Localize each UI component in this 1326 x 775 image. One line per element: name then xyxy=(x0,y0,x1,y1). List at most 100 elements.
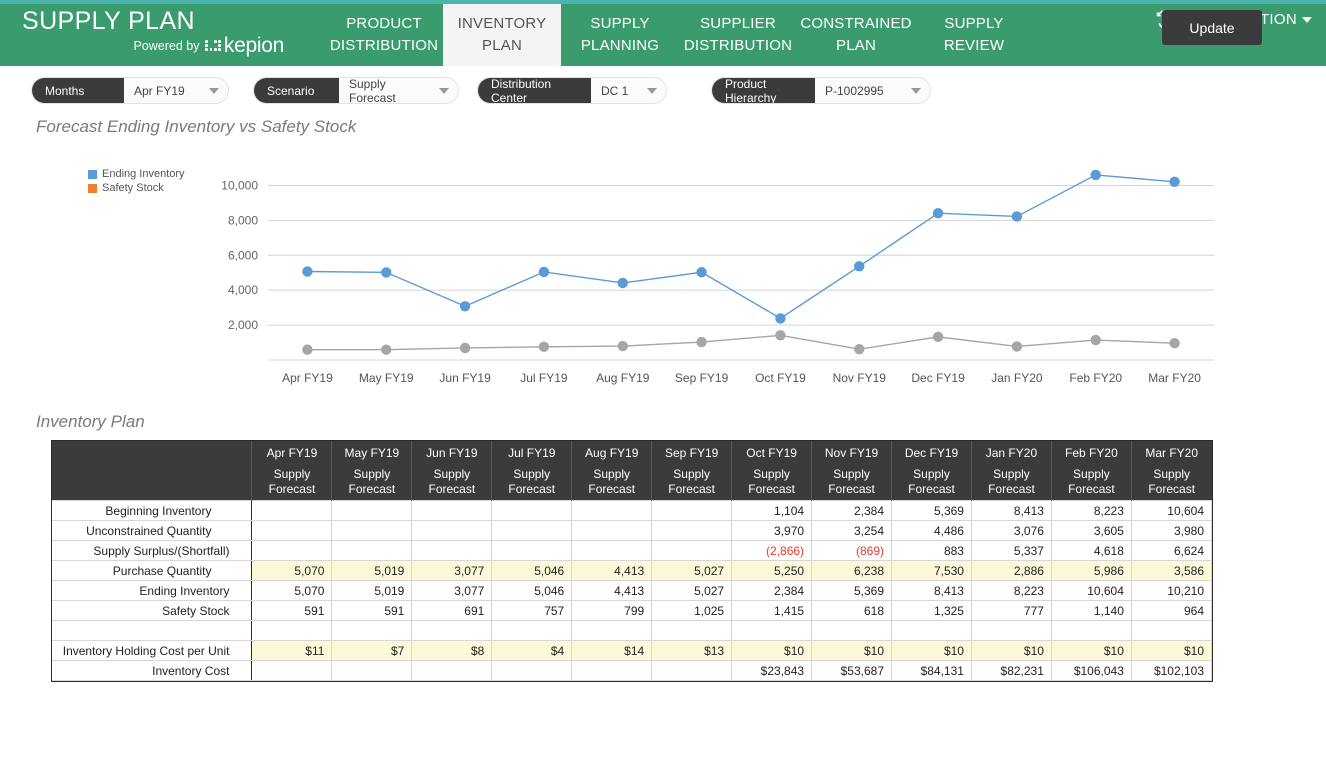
column-header-month: Jan FY20 xyxy=(970,441,1052,464)
filter-value-dropdown[interactable]: Supply Forecast xyxy=(339,78,458,103)
data-cell: 591 xyxy=(251,600,333,621)
data-cell xyxy=(731,620,813,641)
editable-cell[interactable]: 3,586 xyxy=(1130,560,1213,581)
data-cell: 5,369 xyxy=(891,500,972,521)
editable-cell[interactable]: 5,070 xyxy=(251,560,333,581)
data-cell: 3,605 xyxy=(1050,520,1132,541)
legend-item[interactable]: Safety Stock xyxy=(88,182,185,194)
column-header-scenario: Supply Forecast xyxy=(251,464,332,501)
filter-dc[interactable]: Distribution Center DC 1 xyxy=(478,78,666,103)
editable-cell[interactable]: 7,530 xyxy=(891,560,972,581)
chart-point[interactable] xyxy=(854,261,865,272)
editable-cell[interactable]: $8 xyxy=(411,640,493,661)
filter-ph[interactable]: Product Hierarchy P-1002995 xyxy=(712,78,930,103)
filter-months[interactable]: Months Apr FY19 xyxy=(32,78,228,103)
editable-cell[interactable]: $14 xyxy=(571,640,653,661)
chart-point[interactable] xyxy=(302,266,313,277)
editable-cell[interactable]: 3,077 xyxy=(411,560,493,581)
chevron-down-icon xyxy=(1302,16,1312,23)
app-title: SUPPLY PLAN xyxy=(22,7,196,35)
tab-supplier-distribution[interactable]: SUPPLIER DISTRIBUTION xyxy=(679,4,797,66)
chart-point[interactable] xyxy=(932,331,944,343)
update-button[interactable]: Update xyxy=(1162,10,1262,45)
chart-point[interactable] xyxy=(538,266,550,278)
editable-cell[interactable]: $10 xyxy=(1050,640,1132,661)
data-cell: 3,970 xyxy=(731,520,813,541)
data-cell: 3,254 xyxy=(811,520,893,541)
chart-point[interactable] xyxy=(538,341,550,352)
filter-scenario[interactable]: Scenario Supply Forecast xyxy=(254,78,458,103)
chart-point[interactable] xyxy=(696,267,707,278)
tab-inventory-plan[interactable]: INVENTORY PLAN xyxy=(443,4,561,66)
editable-cell[interactable]: 5,250 xyxy=(731,560,813,581)
row-label xyxy=(52,620,253,641)
editable-cell[interactable]: $10 xyxy=(731,640,813,661)
data-cell: $102,103 xyxy=(1130,660,1213,681)
chart-point[interactable] xyxy=(1090,334,1101,346)
editable-cell[interactable]: 6,238 xyxy=(811,560,893,581)
data-cell: 5,027 xyxy=(651,580,733,601)
chart-point[interactable] xyxy=(775,330,786,341)
editable-cell[interactable]: $4 xyxy=(491,640,573,661)
data-cell xyxy=(411,620,493,641)
chart-point[interactable] xyxy=(1011,341,1023,352)
chart-point[interactable] xyxy=(1090,169,1101,181)
table-head: Apr FY19 May FY19 Jun FY19 Jul FY19 Aug FY19… xyxy=(52,441,1212,501)
column-header-scenario: Supply Forecast xyxy=(731,464,812,501)
editable-cell[interactable]: 5,027 xyxy=(651,560,733,581)
editable-cell[interactable]: $10 xyxy=(811,640,893,661)
tab-supply-review[interactable]: SUPPLY REVIEW xyxy=(915,4,1033,66)
editable-cell[interactable]: $10 xyxy=(1130,640,1213,661)
editable-cell[interactable]: $7 xyxy=(331,640,413,661)
row-label: Unconstrained Quantity xyxy=(52,520,253,541)
editable-cell[interactable]: 5,986 xyxy=(1050,560,1132,581)
chart-point[interactable] xyxy=(459,342,471,354)
filter-value-dropdown[interactable]: P-1002995 xyxy=(815,78,930,103)
chart-point[interactable] xyxy=(459,301,471,312)
data-cell: 10,604 xyxy=(1050,580,1132,601)
editable-cell[interactable]: 5,019 xyxy=(331,560,413,581)
data-cell xyxy=(491,520,573,541)
chart-point[interactable] xyxy=(381,344,392,355)
editable-cell[interactable]: $10 xyxy=(891,640,972,661)
data-cell: 4,486 xyxy=(891,520,972,541)
data-cell xyxy=(491,540,573,561)
editable-cell[interactable]: $13 xyxy=(651,640,733,661)
data-cell: 1,025 xyxy=(651,600,733,621)
data-cell: 3,076 xyxy=(970,520,1052,541)
editable-cell[interactable]: 4,413 xyxy=(571,560,653,581)
data-cell xyxy=(571,540,653,561)
data-cell xyxy=(411,500,493,521)
legend-item[interactable]: Ending Inventory xyxy=(88,168,185,180)
chart-point[interactable] xyxy=(775,313,786,324)
chart-point[interactable] xyxy=(302,344,313,355)
chart-point[interactable] xyxy=(696,336,707,348)
tab-constrained-plan[interactable]: CONSTRAINED PLAN xyxy=(797,4,915,66)
chart-point[interactable] xyxy=(617,340,628,352)
column-header-scenario: Supply Forecast xyxy=(571,464,652,501)
filter-value-dropdown[interactable]: Apr FY19 xyxy=(124,78,228,103)
editable-cell[interactable]: $11 xyxy=(251,640,333,661)
chart-point[interactable] xyxy=(1011,211,1023,222)
editable-cell[interactable]: 2,886 xyxy=(970,560,1052,581)
tab-product-distribution[interactable]: PRODUCT DISTRIBUTION xyxy=(325,4,443,66)
nav-tab-line2: DISTRIBUTION xyxy=(683,37,793,54)
chart-point[interactable] xyxy=(1169,176,1180,187)
filter-value-dropdown[interactable]: DC 1 xyxy=(591,78,666,103)
brand-subtitle: Powered by kepion xyxy=(22,35,322,56)
editable-cell[interactable]: $10 xyxy=(970,640,1052,661)
data-cell: 4,413 xyxy=(571,580,653,601)
data-cell xyxy=(251,660,333,681)
chart-point[interactable] xyxy=(1169,337,1180,349)
column-header-month: Oct FY19 xyxy=(731,441,812,464)
data-cell xyxy=(331,620,413,641)
editable-cell[interactable]: 5,046 xyxy=(491,560,573,581)
legend-label: Ending Inventory xyxy=(102,168,185,180)
tab-supply-planning[interactable]: SUPPLY PLANNING xyxy=(561,4,679,66)
chart-point[interactable] xyxy=(381,267,392,278)
table-corner-cell xyxy=(52,441,252,501)
y-axis-tick-label: 2,000 xyxy=(228,318,258,332)
chart-point[interactable] xyxy=(854,344,865,355)
chart-point[interactable] xyxy=(932,207,944,219)
chart-point[interactable] xyxy=(617,277,628,289)
